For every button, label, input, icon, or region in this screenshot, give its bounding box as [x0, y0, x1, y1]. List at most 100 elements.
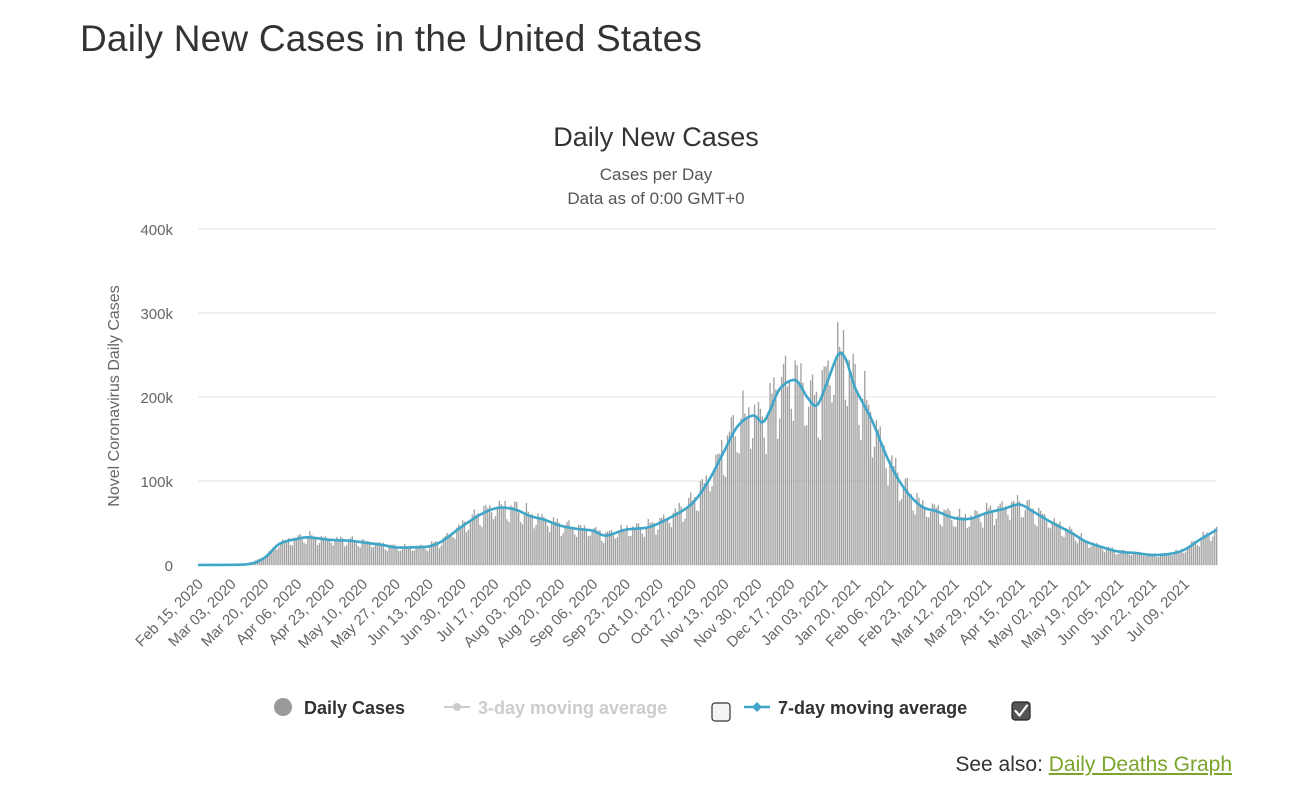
legend-3day-average[interactable]: 3-day moving average [444, 698, 731, 722]
daily-case-bar [655, 534, 657, 565]
daily-case-bar [674, 508, 676, 565]
daily-case-bar [481, 527, 483, 565]
daily-case-bar [285, 541, 288, 565]
daily-case-bar [788, 380, 791, 565]
daily-case-bar [272, 547, 274, 565]
daily-case-bar [626, 525, 628, 565]
daily-case-bar [473, 509, 475, 565]
daily-case-bar [543, 516, 545, 565]
daily-case-bar [1159, 553, 1162, 565]
daily-case-bar [906, 477, 908, 565]
daily-case-bar [1107, 546, 1110, 565]
daily-case-bar [467, 529, 470, 565]
daily-case-bar [1076, 543, 1079, 565]
daily-case-bar [922, 500, 924, 565]
daily-case-bar [838, 346, 841, 565]
daily-case-bar [357, 546, 359, 565]
daily-case-bar [612, 535, 615, 565]
legend-daily-cases[interactable]: Daily Cases [274, 698, 405, 718]
daily-case-bar [955, 526, 957, 565]
daily-case-bar [510, 505, 512, 565]
daily-case-bar [840, 350, 843, 565]
daily-case-bar [632, 526, 634, 565]
daily-case-bar [1136, 553, 1139, 565]
ma7-diamond-marker-icon [752, 702, 762, 712]
daily-case-bar [811, 374, 814, 565]
daily-case-bar [873, 446, 876, 565]
daily-case-bar [688, 497, 690, 565]
daily-case-bar [956, 516, 959, 565]
daily-case-bar [692, 500, 694, 565]
daily-case-bar [353, 540, 355, 565]
daily-case-bar [767, 412, 769, 565]
daily-case-bar [695, 510, 698, 565]
daily-case-bar [1130, 555, 1133, 565]
daily-case-bar [645, 527, 647, 565]
daily-case-bar [386, 550, 388, 565]
daily-case-bar [831, 402, 833, 565]
y-tick-label: 400k [140, 222, 173, 239]
daily-case-bar [1090, 546, 1092, 565]
daily-case-bar [1014, 504, 1017, 565]
daily-case-bar [867, 404, 870, 565]
daily-case-bar [1013, 501, 1015, 565]
daily-case-bar [371, 547, 373, 565]
daily-case-bar [369, 543, 371, 565]
daily-case-bar [608, 530, 611, 565]
daily-case-bar [858, 424, 860, 565]
daily-case-bar [690, 492, 692, 565]
ma3-checkbox[interactable] [711, 702, 731, 722]
daily-case-bar [722, 474, 725, 565]
daily-case-bar [307, 537, 309, 565]
daily-case-bar [343, 546, 346, 565]
daily-case-bar [962, 517, 965, 565]
daily-case-bar [1177, 551, 1179, 565]
daily-case-bar [1146, 555, 1148, 565]
daily-case-bar [326, 538, 328, 565]
daily-case-bar [771, 393, 773, 565]
daily-case-bar [479, 524, 481, 565]
daily-case-bar [837, 322, 839, 565]
daily-case-bar [523, 512, 526, 565]
daily-case-bar [941, 526, 943, 565]
legend: Daily Cases 3-day moving average 7-day m… [274, 698, 1031, 722]
daily-case-bar [434, 541, 437, 565]
daily-case-bar [562, 533, 564, 565]
daily-case-bar [423, 546, 425, 565]
daily-case-bar [997, 506, 999, 565]
daily-case-bar [916, 492, 918, 565]
daily-case-bar [519, 521, 522, 565]
daily-case-bar [531, 513, 533, 565]
daily-case-bar [664, 519, 667, 565]
daily-case-bar [877, 429, 879, 565]
daily-case-bar [591, 532, 593, 565]
daily-case-bar [314, 536, 317, 565]
daily-case-bar [585, 528, 588, 565]
daily-case-bar [402, 546, 404, 565]
daily-case-bar [775, 389, 777, 565]
daily-case-bar [647, 519, 649, 565]
daily-case-bar [924, 507, 926, 565]
daily-case-bar [804, 425, 806, 565]
daily-case-bar [643, 536, 646, 565]
daily-case-bar [1065, 528, 1067, 565]
daily-case-bar [1210, 541, 1212, 565]
legend-7day-average[interactable]: 7-day moving average [744, 698, 1031, 721]
daily-case-bar [316, 545, 319, 565]
daily-case-bar [508, 522, 510, 565]
daily-case-bar [751, 438, 754, 565]
daily-case-bar [821, 370, 823, 565]
daily-case-bar [637, 523, 640, 565]
daily-case-bar [844, 399, 847, 565]
daily-case-bar [1069, 526, 1071, 565]
daily-case-bar [1134, 552, 1137, 565]
daily-case-bar [485, 504, 487, 565]
daily-case-bar [359, 547, 361, 565]
daily-case-bar [603, 542, 605, 565]
daily-case-bar [620, 524, 622, 565]
daily-deaths-graph-link[interactable]: Daily Deaths Graph [1048, 753, 1232, 776]
daily-case-bar [403, 543, 406, 565]
y-axis-title: Novel Coronavirus Daily Cases [106, 285, 123, 506]
daily-case-bar [284, 540, 286, 565]
daily-case-bar [494, 516, 497, 565]
